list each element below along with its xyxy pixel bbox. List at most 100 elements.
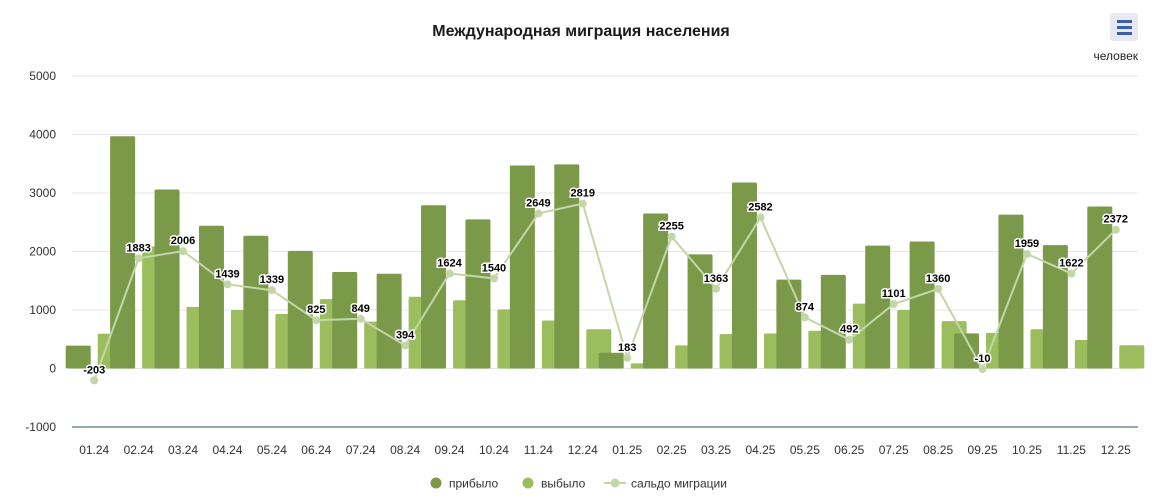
- legend-arrived-marker: [430, 477, 442, 489]
- balance-line-path: [93, 202, 1117, 381]
- x-tick-label: 04.24: [212, 443, 242, 457]
- x-tick-label: 03.24: [168, 443, 198, 457]
- balance-point[interactable]: [445, 269, 454, 278]
- balance-point[interactable]: [1067, 269, 1076, 278]
- balance-point[interactable]: [623, 353, 632, 362]
- bar-arrived[interactable]: [1042, 245, 1068, 369]
- legend-item-departed[interactable]: выбыло: [522, 477, 586, 491]
- bar-arrived[interactable]: [554, 164, 580, 369]
- bar-arrived[interactable]: [198, 225, 224, 369]
- bar-arrived[interactable]: [954, 333, 980, 369]
- balance-point[interactable]: [401, 341, 410, 350]
- bar-arrived[interactable]: [243, 235, 269, 369]
- balance-point[interactable]: [489, 274, 498, 283]
- balance-point[interactable]: [179, 247, 188, 256]
- balance-point[interactable]: [1022, 249, 1031, 258]
- y-tick-label: 3000: [29, 186, 56, 200]
- x-tick-label: 06.24: [301, 443, 331, 457]
- bar-arrived[interactable]: [731, 182, 757, 369]
- balance-point[interactable]: [756, 213, 765, 222]
- x-tick-label: 09.25: [968, 443, 998, 457]
- bar-arrived[interactable]: [598, 352, 624, 369]
- unit-label: человек: [1093, 49, 1138, 63]
- bar-arrived[interactable]: [909, 241, 935, 369]
- balance-point[interactable]: [889, 300, 898, 309]
- x-tick-label: 11.24: [524, 443, 553, 457]
- y-tick-label: 2000: [29, 245, 56, 259]
- balance-point[interactable]: [534, 209, 543, 218]
- bar-arrived[interactable]: [465, 219, 491, 369]
- balance-point[interactable]: [978, 365, 987, 374]
- balance-point[interactable]: [578, 199, 587, 208]
- bar-arrived[interactable]: [998, 214, 1024, 369]
- y-axis-ticks: -1000 0 1000 2000 3000 4000 5000: [25, 69, 56, 434]
- balance-point[interactable]: [712, 284, 721, 293]
- balance-data-label: 1439: [215, 268, 239, 280]
- x-axis-ticks: 01.24 02.24 03.24 04.24 05.24 06.24 07.24 08.24…: [79, 443, 1131, 457]
- balance-point[interactable]: [134, 254, 143, 263]
- y-tick-label: 0: [49, 362, 56, 376]
- x-tick-label: 06.25: [834, 443, 864, 457]
- balance-point[interactable]: [90, 376, 99, 385]
- x-tick-label: 03.25: [701, 443, 731, 457]
- bar-arrived[interactable]: [110, 136, 136, 369]
- balance-point[interactable]: [267, 286, 276, 295]
- y-tick-label: 4000: [29, 128, 56, 142]
- balance-point[interactable]: [312, 316, 321, 325]
- balance-data-label: 1363: [704, 273, 728, 285]
- bar-arrived[interactable]: [154, 189, 180, 369]
- balance-point[interactable]: [223, 280, 232, 289]
- x-tick-label: 05.24: [257, 443, 287, 457]
- bar-arrived[interactable]: [865, 245, 891, 369]
- bar-arrived[interactable]: [687, 254, 713, 369]
- balance-point[interactable]: [356, 314, 365, 323]
- bar-departed[interactable]: [1119, 345, 1145, 369]
- balance-data-label: 1622: [1059, 258, 1083, 270]
- balance-data-label: 2582: [748, 201, 772, 213]
- x-tick-label: 09.24: [435, 443, 465, 457]
- balance-data-label: 2649: [526, 198, 550, 210]
- x-tick-label: 07.25: [879, 443, 909, 457]
- balance-data-label: 183: [618, 342, 636, 354]
- balance-data-label: 2255: [659, 221, 683, 233]
- balance-point[interactable]: [800, 313, 809, 322]
- balance-point[interactable]: [667, 232, 676, 241]
- x-tick-label: 01.24: [79, 443, 109, 457]
- balance-data-label: 1624: [437, 257, 462, 269]
- bar-arrived[interactable]: [1087, 206, 1113, 369]
- balance-data-label: 1883: [126, 242, 150, 254]
- y-tick-label: 5000: [29, 69, 56, 83]
- balance-data-label: 1339: [260, 274, 284, 286]
- balance-point[interactable]: [1111, 225, 1120, 234]
- balance-data-label: 1101: [882, 288, 906, 300]
- balance-data-label: 2819: [571, 188, 595, 200]
- legend-item-balance[interactable]: сальдо миграции: [604, 477, 727, 491]
- bar-arrived[interactable]: [643, 213, 669, 369]
- bar-arrived[interactable]: [376, 273, 402, 369]
- balance-data-label: 1540: [482, 262, 506, 274]
- x-tick-label: 01.25: [612, 443, 642, 457]
- bar-arrived[interactable]: [65, 345, 91, 369]
- balance-point[interactable]: [934, 284, 943, 293]
- x-tick-label: 10.24: [479, 443, 509, 457]
- bar-arrived[interactable]: [509, 165, 535, 369]
- balance-data-label: 1360: [926, 273, 950, 285]
- legend: прибыло выбыло сальдо миграции: [430, 477, 727, 491]
- balance-line: [90, 199, 1120, 385]
- bar-arrived[interactable]: [776, 279, 802, 369]
- balance-data-label: 874: [796, 301, 815, 313]
- balance-data-label: 492: [840, 324, 858, 336]
- chart-menu-button[interactable]: [1110, 13, 1138, 41]
- x-tick-label: 05.25: [790, 443, 820, 457]
- bar-arrived[interactable]: [820, 274, 846, 369]
- legend-balance-label: сальдо миграции: [631, 477, 727, 491]
- bar-arrived[interactable]: [421, 205, 447, 369]
- balance-point[interactable]: [845, 335, 854, 344]
- legend-departed-marker: [522, 477, 534, 489]
- balance-data-label: 1959: [1015, 238, 1039, 250]
- legend-item-arrived[interactable]: прибыло: [430, 477, 499, 491]
- hamburger-menu-icon: [1117, 20, 1132, 35]
- chart-title: Международная миграция населения: [432, 23, 730, 40]
